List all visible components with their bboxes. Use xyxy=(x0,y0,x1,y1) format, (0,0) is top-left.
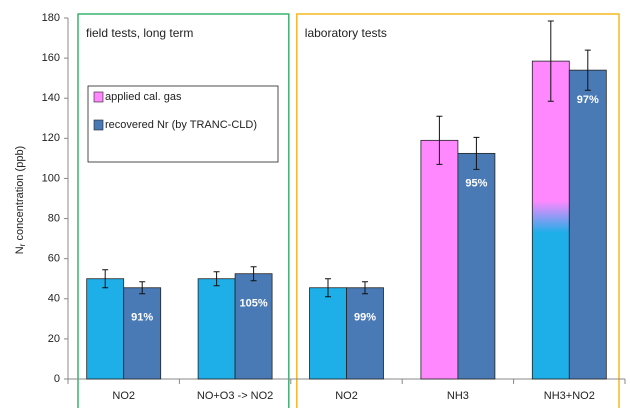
y-tick-label: 140 xyxy=(42,92,60,104)
error-bar xyxy=(584,49,591,91)
bar xyxy=(568,69,607,380)
error-bar xyxy=(436,115,443,165)
legend-swatch xyxy=(93,119,104,131)
region-box xyxy=(77,13,290,408)
x-tick-label: NH3 xyxy=(447,390,469,402)
error-bar xyxy=(473,136,480,170)
y-tick-label: 120 xyxy=(42,132,60,144)
data-label: 95% xyxy=(465,177,487,189)
data-label: 91% xyxy=(131,312,153,324)
bar xyxy=(531,60,570,380)
y-tick-label: 100 xyxy=(42,172,60,184)
y-tick-label: 20 xyxy=(48,333,60,345)
bar xyxy=(309,287,347,380)
data-label: 99% xyxy=(354,312,376,324)
y-tick-label: 60 xyxy=(48,253,60,265)
error-bar xyxy=(325,278,331,298)
y-tick-label: 180 xyxy=(42,12,60,24)
legend-label: recovered Nr (by TRANC-CLD) xyxy=(105,119,257,131)
legend-swatch xyxy=(93,91,104,103)
legend-label: applied cal. gas xyxy=(105,91,182,103)
x-tick-label: NO2 xyxy=(112,390,135,402)
error-bar xyxy=(213,271,220,287)
legend-box xyxy=(87,85,279,163)
error-bar xyxy=(250,266,257,282)
y-axis-label: Nr concentration (ppb) xyxy=(14,146,27,254)
bar xyxy=(123,287,162,380)
x-tick-label: NO+O3 -> NO2 xyxy=(197,390,273,402)
error-bar xyxy=(362,281,368,295)
data-label: 105% xyxy=(240,298,268,310)
y-tick-label: 160 xyxy=(42,52,60,64)
error-bar xyxy=(102,269,109,289)
y-tick-label: 0 xyxy=(54,373,60,385)
y-tick-label: 80 xyxy=(48,212,60,224)
bar xyxy=(346,287,384,380)
region-label: field tests, long term xyxy=(86,26,193,40)
y-tick-label: 40 xyxy=(48,293,60,305)
x-tick-label: NO2 xyxy=(335,390,358,402)
bar xyxy=(420,139,459,380)
data-label: 97% xyxy=(577,94,599,106)
bar xyxy=(234,273,273,380)
region-label: laboratory tests xyxy=(305,26,387,40)
bar xyxy=(197,278,236,380)
region-box xyxy=(296,13,620,408)
x-tick-label: NH3+NO2 xyxy=(544,390,595,402)
error-bar xyxy=(139,281,146,295)
error-bar xyxy=(547,20,554,102)
bar xyxy=(86,278,125,380)
